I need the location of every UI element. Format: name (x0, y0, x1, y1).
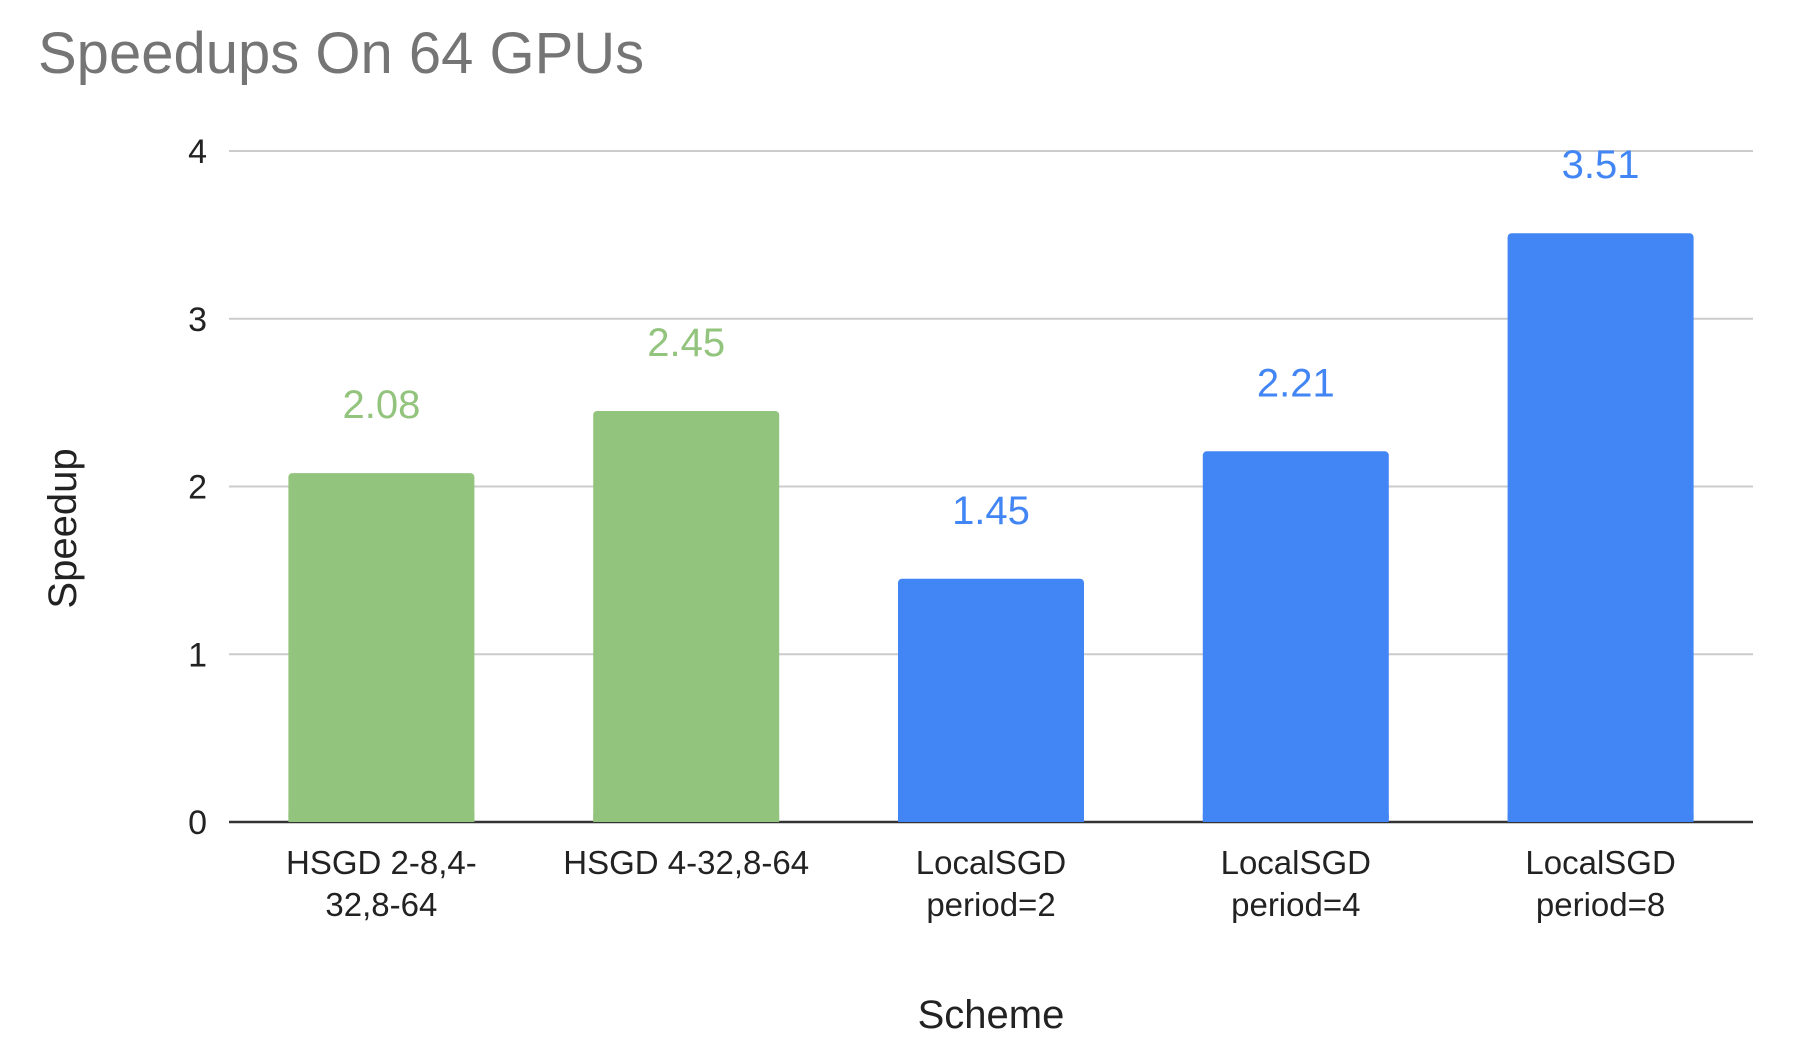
data-label: 3.51 (1562, 143, 1640, 187)
bar-base (1507, 814, 1694, 822)
x-tick-label: LocalSGD (1221, 844, 1371, 881)
y-tick-label: 3 (188, 301, 207, 339)
x-axis-title: Scheme (918, 993, 1065, 1037)
data-label: 2.08 (342, 383, 420, 427)
x-tick-label: HSGD 2-8,4- (286, 844, 477, 881)
x-tick-label: 32,8-64 (325, 886, 437, 923)
x-tick-label: period=2 (926, 886, 1055, 923)
data-label: 2.45 (647, 321, 725, 365)
y-tick-label: 4 (188, 133, 207, 171)
data-label: 2.21 (1257, 361, 1335, 405)
x-tick-label: period=4 (1231, 886, 1360, 923)
chart-title: Speedups On 64 GPUs (38, 21, 645, 86)
bar (593, 411, 780, 822)
x-tick-label: period=8 (1536, 886, 1665, 923)
y-tick-label: 0 (188, 804, 207, 842)
bar (1202, 451, 1389, 822)
y-axis-title: Speedup (41, 448, 85, 608)
y-tick-label: 2 (188, 469, 207, 507)
bar-base (288, 814, 475, 822)
data-label: 1.45 (952, 489, 1030, 533)
x-tick-label: LocalSGD (916, 844, 1066, 881)
bar (1507, 233, 1694, 822)
y-tick-label: 1 (188, 636, 207, 674)
bar (898, 578, 1084, 822)
x-tick-label: LocalSGD (1525, 844, 1675, 881)
bar-base (898, 814, 1084, 822)
bar (288, 473, 475, 822)
x-tick-label: HSGD 4-32,8-64 (563, 844, 809, 881)
bar-base (593, 814, 780, 822)
bar-base (1202, 814, 1389, 822)
